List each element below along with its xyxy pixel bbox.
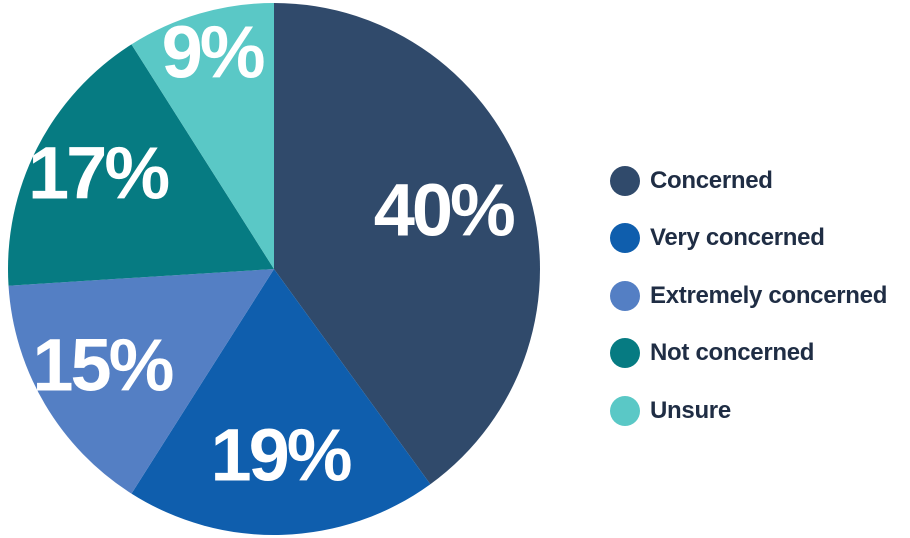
legend-swatch — [610, 338, 640, 369]
legend-item: Unsure — [610, 382, 887, 440]
legend-label: Concerned — [650, 166, 773, 194]
legend: Concerned Very concerned Extremely concern… — [610, 152, 887, 440]
legend-label: Extremely concerned — [650, 281, 888, 309]
pie-slice-extremely-concerned — [8, 269, 275, 494]
pie-slice-value-label: 17% — [28, 132, 168, 215]
legend-item: Not concerned — [610, 325, 887, 383]
legend-swatch — [610, 223, 640, 254]
legend-label: Not concerned — [650, 339, 815, 367]
pie-slices — [7, 3, 541, 535]
legend-label: Unsure — [650, 396, 731, 424]
pie-slice-very-concerned — [131, 269, 431, 535]
legend-swatch — [610, 165, 640, 196]
pie-slice-concerned — [274, 3, 541, 485]
pie-slice-unsure — [131, 3, 274, 269]
legend-swatch — [610, 280, 640, 311]
pie-slice-value-label: 19% — [210, 413, 350, 496]
legend-label: Very concerned — [650, 224, 825, 252]
legend-item: Concerned — [610, 152, 887, 210]
pie-slice-not-concerned — [7, 44, 274, 286]
legend-swatch — [610, 395, 640, 426]
legend-item: Very concerned — [610, 210, 887, 268]
pie-slice-value-label: 15% — [32, 323, 172, 406]
pie-slice-value-label: 40% — [374, 169, 514, 252]
pie-slice-value-label: 9% — [162, 10, 264, 93]
legend-item: Extremely concerned — [610, 267, 887, 325]
pie-labels: 40% 19% 15% 17% 9% — [28, 10, 517, 496]
